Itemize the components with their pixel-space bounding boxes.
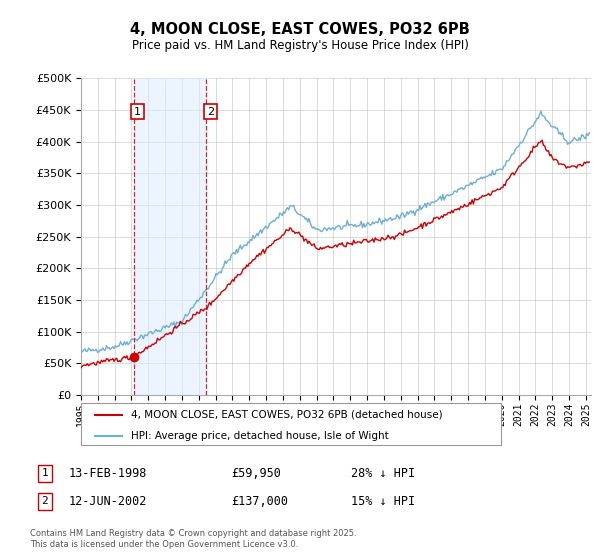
Text: 12-JUN-2002: 12-JUN-2002 — [69, 494, 148, 508]
Text: £59,950: £59,950 — [231, 466, 281, 480]
Text: HPI: Average price, detached house, Isle of Wight: HPI: Average price, detached house, Isle… — [131, 431, 389, 441]
Text: 15% ↓ HPI: 15% ↓ HPI — [351, 494, 415, 508]
Text: 28% ↓ HPI: 28% ↓ HPI — [351, 466, 415, 480]
Text: 2: 2 — [207, 106, 214, 116]
Text: 4, MOON CLOSE, EAST COWES, PO32 6PB (detached house): 4, MOON CLOSE, EAST COWES, PO32 6PB (det… — [131, 410, 443, 420]
Text: Contains HM Land Registry data © Crown copyright and database right 2025.
This d: Contains HM Land Registry data © Crown c… — [30, 529, 356, 549]
Text: 13-FEB-1998: 13-FEB-1998 — [69, 466, 148, 480]
Text: 4, MOON CLOSE, EAST COWES, PO32 6PB: 4, MOON CLOSE, EAST COWES, PO32 6PB — [130, 22, 470, 38]
Text: 2: 2 — [41, 496, 49, 506]
Text: £137,000: £137,000 — [231, 494, 288, 508]
Text: Price paid vs. HM Land Registry's House Price Index (HPI): Price paid vs. HM Land Registry's House … — [131, 39, 469, 52]
FancyBboxPatch shape — [81, 403, 501, 445]
Text: 1: 1 — [41, 468, 49, 478]
Text: 1: 1 — [134, 106, 141, 116]
